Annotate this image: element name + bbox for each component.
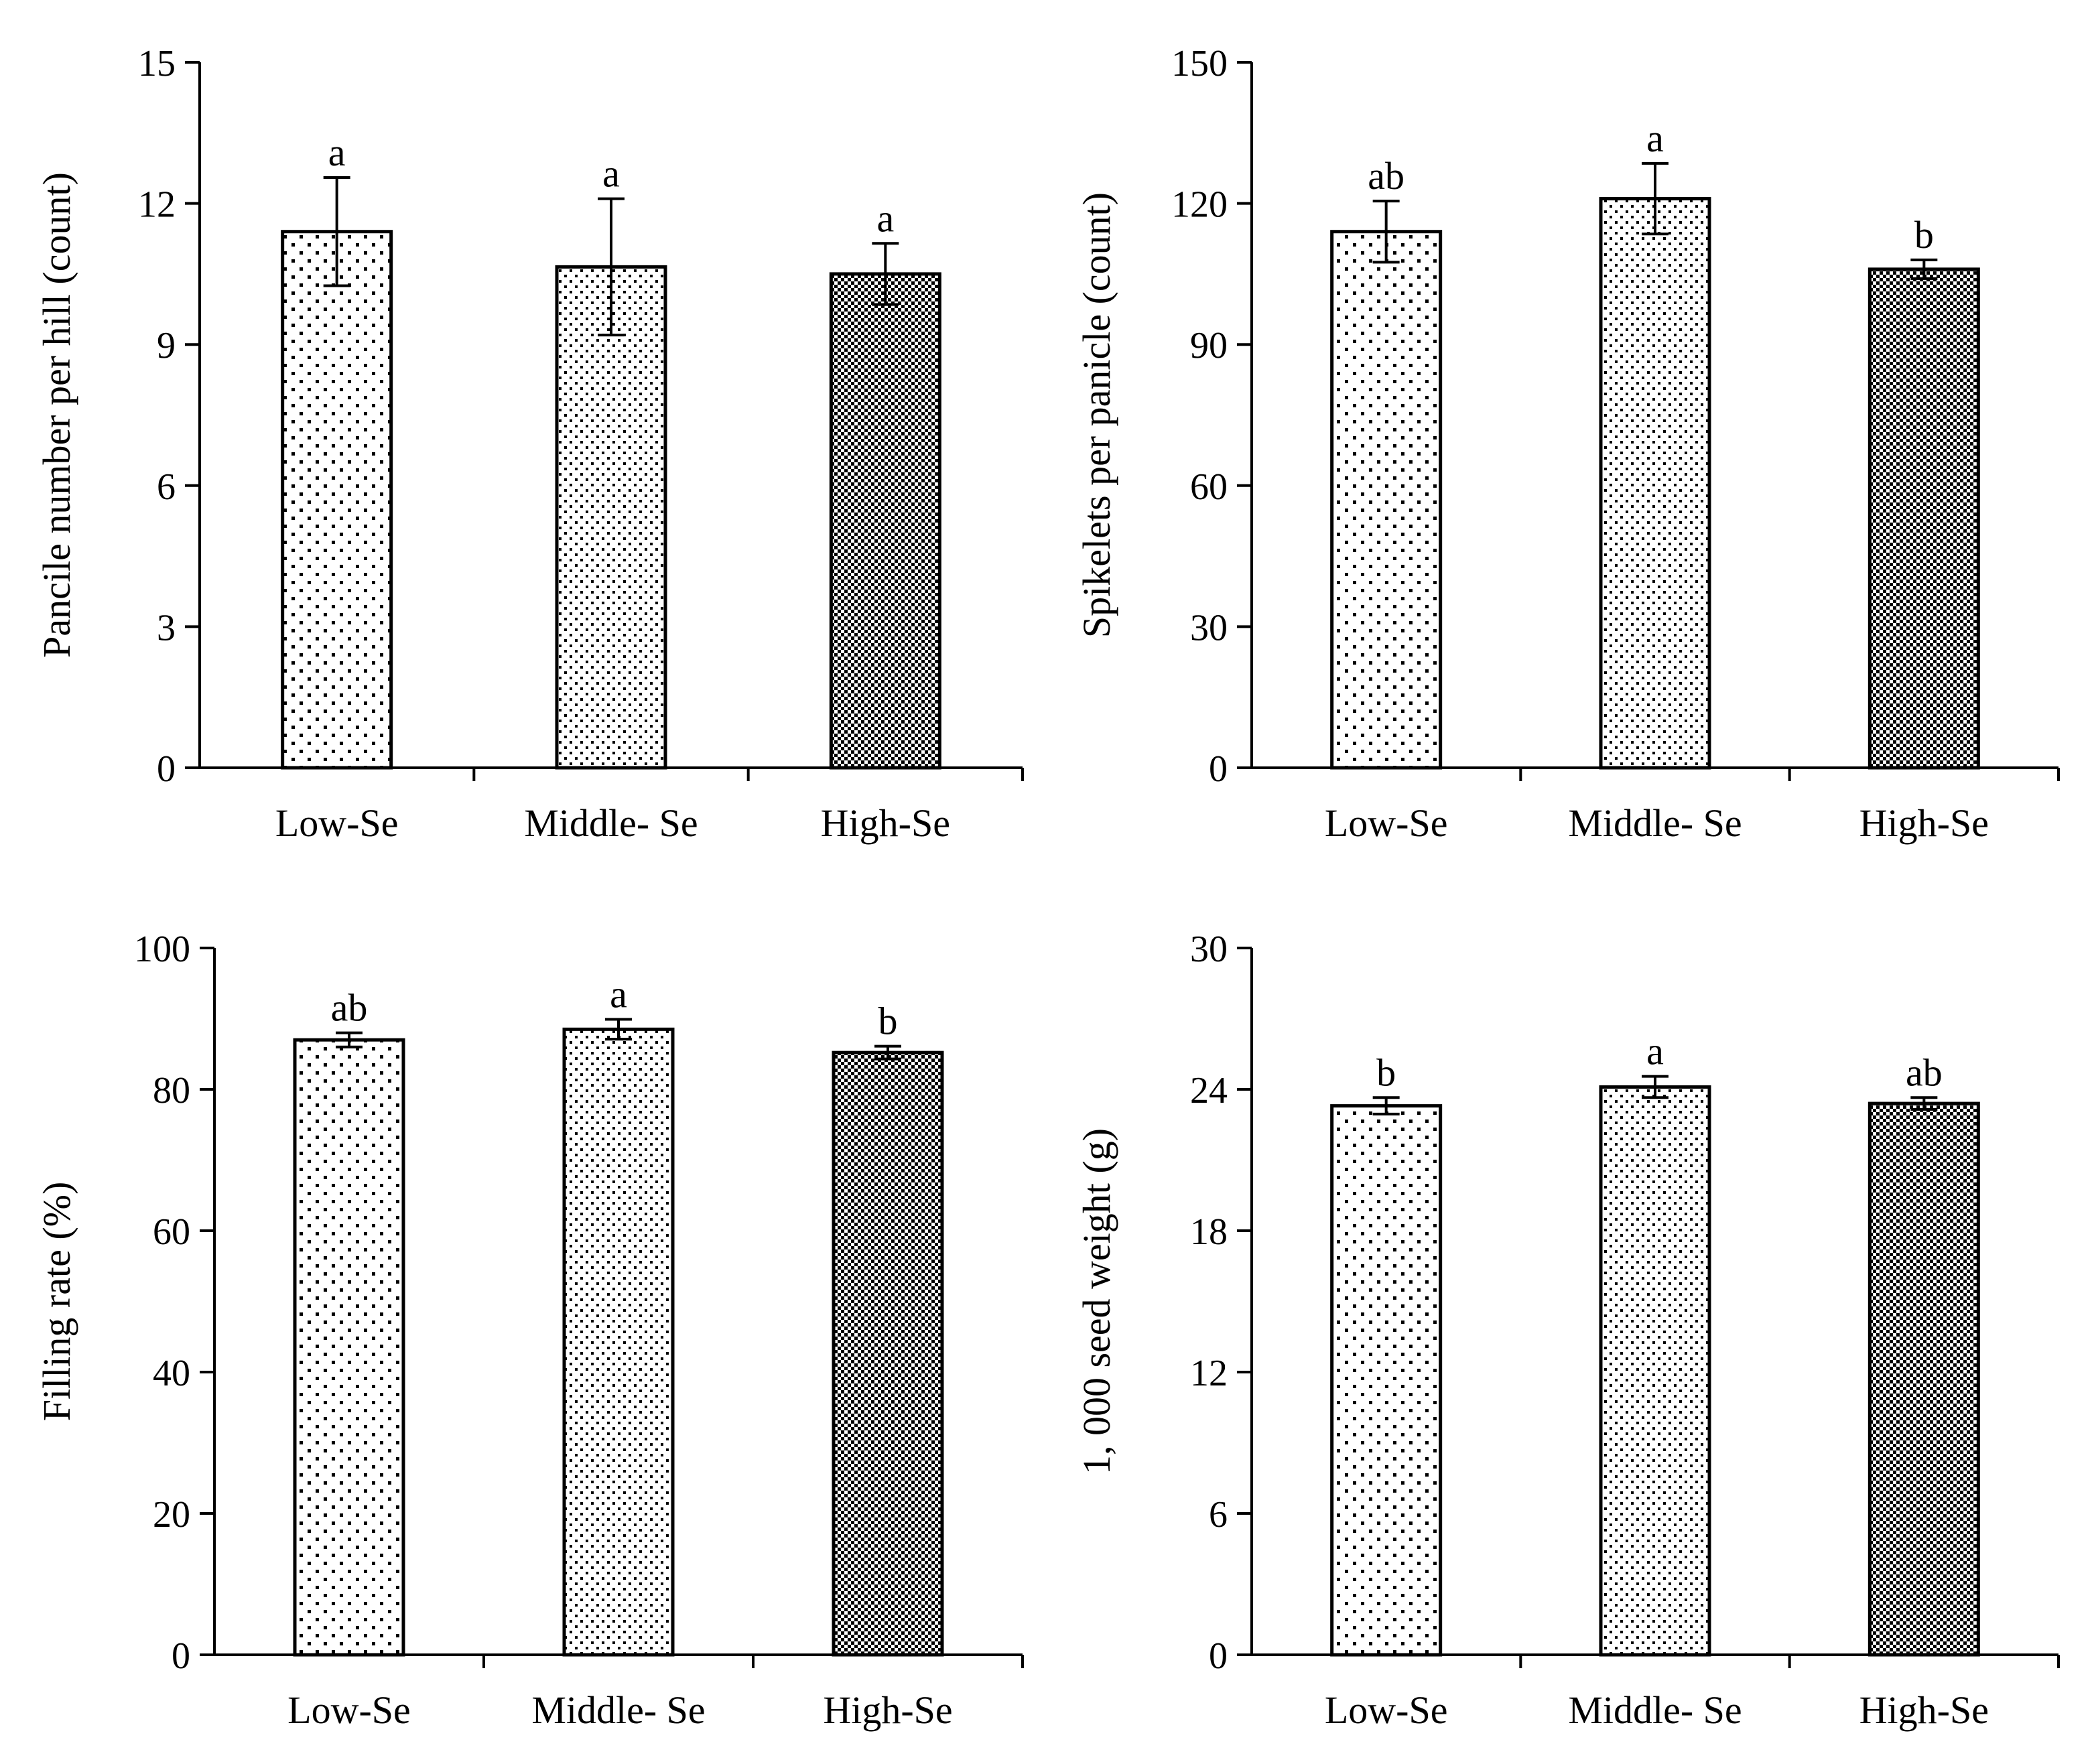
significance-label: a	[328, 131, 346, 174]
chart-panel-1: 0 3 6 9 12 15 Pancile number per hill (count) a…	[35, 43, 1024, 845]
category-label: High-Se	[1859, 1688, 1989, 1732]
significance-label: a	[610, 973, 627, 1016]
y-tick-label: 6	[157, 466, 176, 508]
category-label: Middle- Se	[524, 801, 698, 845]
y-tick-label: 0	[1209, 748, 1228, 790]
y-tick-label: 0	[172, 1635, 190, 1677]
y-tick-label: 90	[1190, 325, 1228, 366]
bar-3	[1868, 1101, 1980, 1657]
bar-1	[293, 1038, 405, 1657]
y-tick-label: 9	[157, 325, 176, 366]
y-axis-title: Pancile number per hill (count)	[35, 172, 78, 658]
chart-panel-2: 0 30 60 90 120 150 Spikelets per panicle (coun…	[1075, 43, 2060, 845]
y-axis-title: 1, 000 seed weight (g)	[1075, 1128, 1118, 1475]
category-label: Low-Se	[287, 1688, 411, 1732]
significance-label: ab	[1368, 154, 1404, 198]
y-tick-label: 30	[1190, 929, 1228, 970]
significance-label: ab	[1906, 1050, 1943, 1094]
bar-3	[829, 272, 941, 770]
bar-3	[1868, 267, 1980, 770]
significance-label: b	[878, 1000, 898, 1043]
category-label: Low-Se	[1325, 801, 1448, 845]
chart-panel-4: 0 6 12 18 24 30 1, 000 seed weight (g) b Low-Se a…	[1075, 929, 2060, 1732]
y-tick-label: 30	[1190, 607, 1228, 649]
category-label: Low-Se	[275, 801, 399, 845]
y-tick-label: 60	[1190, 466, 1228, 508]
significance-label: a	[876, 196, 894, 240]
significance-label: a	[1646, 1030, 1664, 1073]
bar-2	[1599, 1085, 1711, 1657]
bar-2	[562, 1027, 675, 1657]
y-tick-label: 120	[1171, 184, 1228, 226]
y-tick-label: 60	[153, 1211, 190, 1253]
y-tick-label: 18	[1190, 1211, 1228, 1253]
y-tick-label: 20	[153, 1494, 190, 1536]
y-tick-label: 100	[134, 929, 190, 970]
category-label: High-Se	[1859, 801, 1989, 845]
bar-1	[1330, 230, 1443, 770]
y-tick-label: 3	[157, 607, 176, 649]
significance-label: b	[1376, 1050, 1396, 1094]
category-label: Middle- Se	[1568, 1688, 1742, 1732]
category-label: Middle- Se	[531, 1688, 705, 1732]
y-tick-label: 12	[1190, 1353, 1228, 1394]
y-tick-label: 12	[138, 184, 176, 226]
category-label: Middle- Se	[1568, 801, 1742, 845]
bar-3	[832, 1050, 944, 1657]
category-label: High-Se	[823, 1688, 952, 1732]
category-label: High-Se	[821, 801, 950, 845]
y-tick-label: 0	[157, 748, 176, 790]
significance-label: b	[1914, 213, 1934, 257]
bar-1	[1330, 1104, 1443, 1657]
bar-1	[281, 230, 393, 770]
y-tick-label: 150	[1171, 43, 1228, 84]
y-tick-label: 24	[1190, 1070, 1228, 1111]
significance-label: ab	[331, 986, 368, 1030]
y-tick-label: 6	[1209, 1494, 1228, 1536]
y-axis-title: Filling rate (%)	[35, 1182, 78, 1422]
y-axis-title: Spikelets per panicle (count)	[1075, 192, 1118, 638]
y-tick-label: 0	[1209, 1635, 1228, 1677]
y-tick-label: 80	[153, 1070, 190, 1111]
significance-label: a	[602, 152, 620, 196]
bar-2	[555, 265, 667, 770]
bar-2	[1599, 197, 1711, 770]
y-tick-label: 40	[153, 1353, 190, 1394]
significance-label: a	[1646, 117, 1664, 160]
y-tick-label: 15	[138, 43, 176, 84]
category-label: Low-Se	[1325, 1688, 1448, 1732]
chart-panel-3: 0 20 40 60 80 100 Filling rate (%) ab Low-Se a Mid…	[35, 929, 1024, 1732]
